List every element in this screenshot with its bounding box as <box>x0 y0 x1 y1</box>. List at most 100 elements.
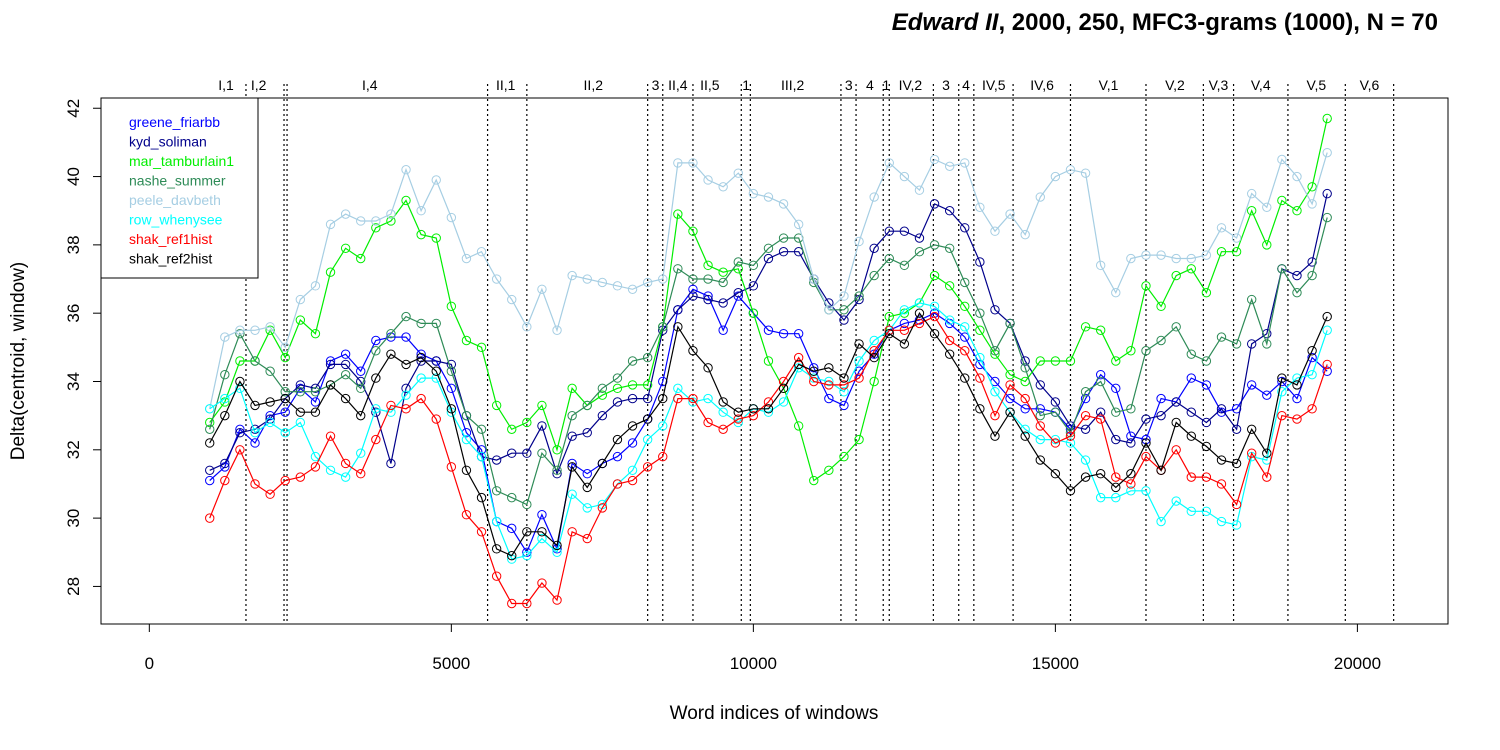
data-point <box>1080 168 1091 178</box>
data-point <box>975 308 985 318</box>
data-point <box>1020 404 1030 414</box>
scene-label: 3 <box>845 77 853 93</box>
data-point <box>1111 492 1121 503</box>
data-point <box>793 352 804 363</box>
data-point <box>1050 356 1061 366</box>
data-point <box>386 458 396 469</box>
data-point <box>310 383 321 394</box>
data-point <box>476 445 487 455</box>
data-point <box>869 352 879 363</box>
data-point <box>295 380 306 390</box>
data-point <box>1095 414 1106 424</box>
data-point <box>461 510 472 520</box>
data-point <box>1201 356 1212 366</box>
data-point <box>854 236 864 247</box>
data-point <box>431 318 441 329</box>
data-point <box>642 462 653 472</box>
data-point <box>1156 393 1166 404</box>
data-point <box>1156 301 1166 312</box>
data-point <box>1111 472 1121 482</box>
data-point <box>476 451 487 462</box>
data-point <box>537 400 547 411</box>
data-point <box>507 550 517 561</box>
data-point <box>597 458 608 469</box>
data-point <box>446 301 457 312</box>
data-point <box>733 257 743 267</box>
x-tick-label: 0 <box>145 654 154 673</box>
data-point <box>205 465 215 475</box>
data-point <box>1292 270 1302 281</box>
data-point <box>340 458 351 469</box>
data-point <box>582 503 592 513</box>
data-point <box>1171 253 1181 264</box>
data-point <box>718 407 728 417</box>
series-shak_ref1hist <box>205 311 1332 609</box>
data-point <box>1216 455 1227 465</box>
data-point <box>310 407 321 417</box>
data-point <box>1095 469 1106 479</box>
data-point <box>1111 287 1121 298</box>
data-point <box>824 393 834 404</box>
data-point <box>899 305 910 315</box>
data-point <box>778 328 789 339</box>
data-point <box>1065 486 1076 496</box>
data-point <box>869 335 879 346</box>
data-point <box>627 284 638 294</box>
data-point <box>1292 380 1302 390</box>
data-point <box>688 284 698 294</box>
data-point <box>235 445 245 455</box>
data-point <box>597 390 608 400</box>
data-point <box>733 414 743 424</box>
data-point <box>1231 233 1242 243</box>
data-point <box>1171 496 1181 506</box>
data-point <box>325 465 336 475</box>
data-point <box>205 513 215 523</box>
data-point <box>567 489 577 499</box>
data-point <box>1080 387 1091 397</box>
data-point <box>960 322 970 332</box>
data-point <box>265 322 275 332</box>
data-point <box>1231 499 1242 510</box>
data-point <box>401 332 411 342</box>
data-point <box>340 243 351 253</box>
data-point <box>310 328 321 339</box>
data-point <box>356 216 366 226</box>
scene-label: I,2 <box>251 77 267 93</box>
data-point <box>431 175 441 185</box>
data-point <box>1035 380 1045 390</box>
legend-item-peele_davbeth: peele_davbeth <box>129 192 221 208</box>
data-point <box>522 499 532 510</box>
data-point <box>446 404 457 414</box>
data-point <box>491 486 502 496</box>
y-axis-title: Delta(centroid, window) <box>8 262 29 461</box>
data-point <box>1262 472 1272 482</box>
data-point <box>250 438 260 448</box>
data-point <box>1020 431 1030 441</box>
data-point <box>718 298 728 308</box>
data-point <box>1050 438 1061 448</box>
data-point <box>793 219 804 230</box>
data-point <box>869 376 879 387</box>
data-point <box>1065 431 1076 441</box>
data-point <box>250 356 260 366</box>
data-point <box>1156 410 1166 421</box>
data-point <box>763 397 774 407</box>
scene-label: 1 <box>882 77 890 93</box>
legend-item-mar_tamburlain1: mar_tamburlain1 <box>129 153 234 169</box>
data-point <box>899 260 910 271</box>
data-point <box>944 206 955 216</box>
data-point <box>1095 492 1106 503</box>
data-point <box>990 346 1000 356</box>
data-point <box>1050 407 1061 417</box>
data-point <box>1307 257 1317 267</box>
data-point <box>718 277 728 288</box>
data-point <box>356 448 366 458</box>
data-point <box>567 383 577 394</box>
data-point <box>944 315 955 325</box>
data-point <box>280 352 290 363</box>
data-point <box>416 206 426 216</box>
data-point <box>280 407 290 417</box>
data-point <box>1322 311 1332 322</box>
data-point <box>748 260 759 271</box>
data-point <box>1141 451 1151 462</box>
